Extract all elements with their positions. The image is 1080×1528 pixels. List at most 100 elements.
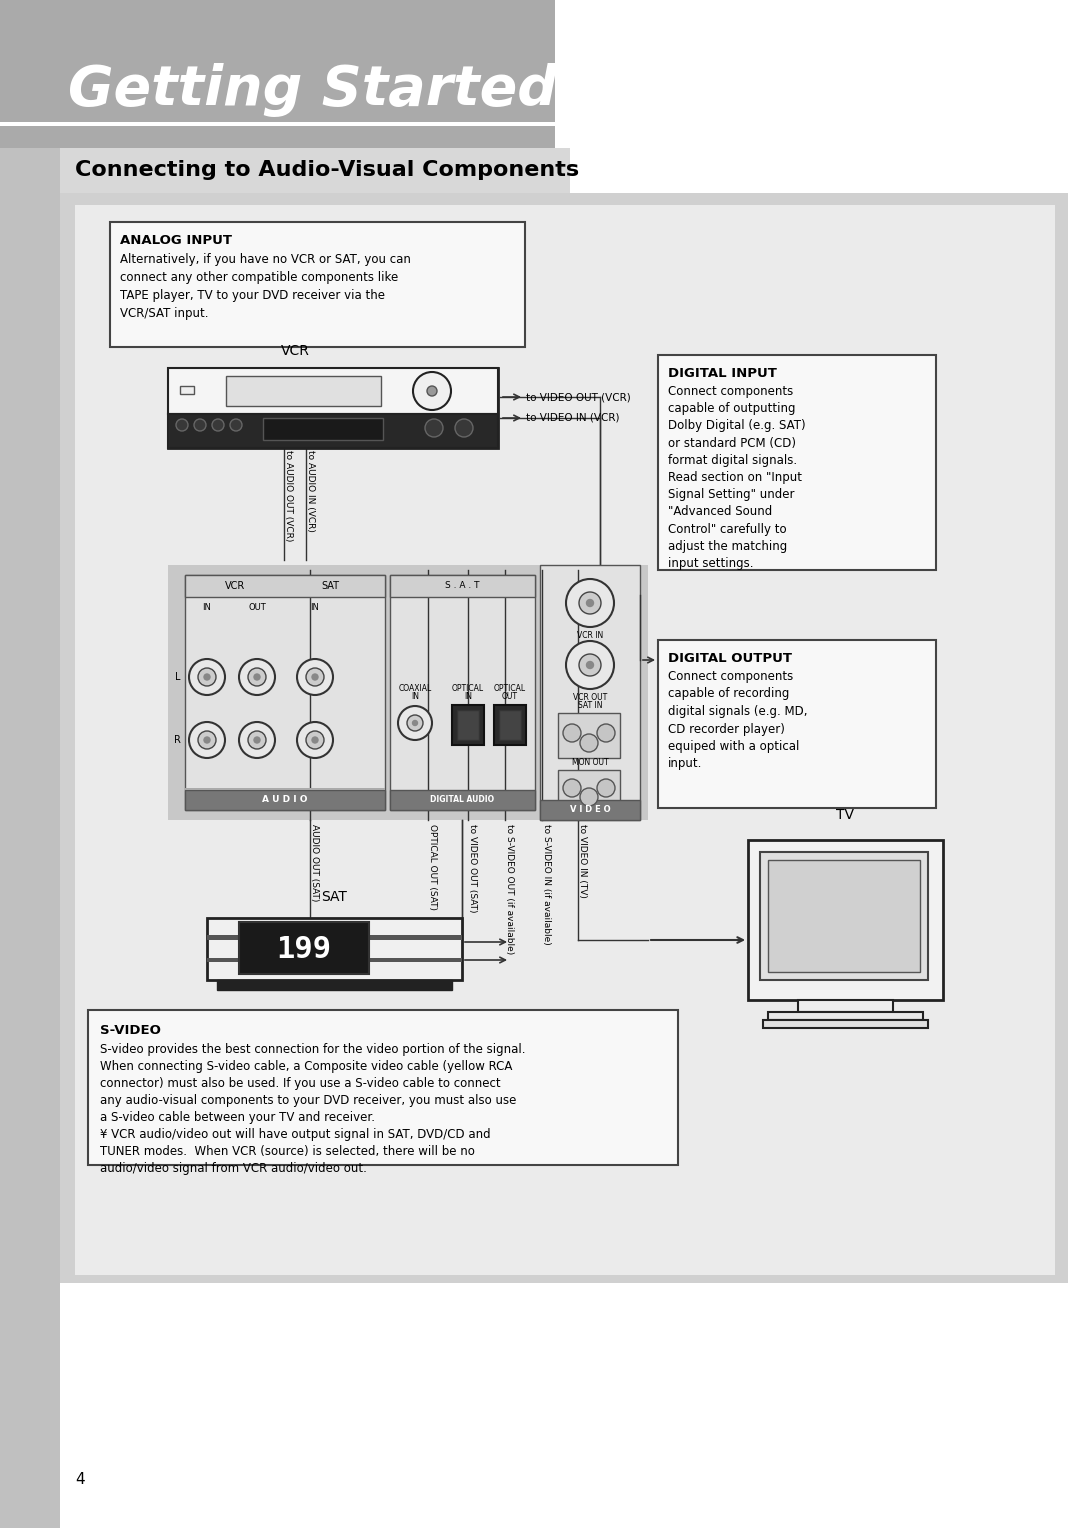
Text: 4: 4 [75, 1473, 84, 1487]
Text: L: L [175, 672, 181, 681]
Circle shape [580, 733, 598, 752]
Bar [798, 999, 893, 1012]
Bar [658, 640, 936, 808]
Circle shape [248, 668, 266, 686]
Circle shape [312, 736, 318, 743]
Circle shape [239, 723, 275, 758]
Bar [168, 565, 648, 821]
Text: S . A . T: S . A . T [445, 582, 480, 590]
Text: IN: IN [464, 692, 472, 701]
Circle shape [189, 659, 225, 695]
Bar [207, 958, 462, 963]
Text: VCR OUT: VCR OUT [572, 694, 607, 701]
Circle shape [297, 659, 333, 695]
Text: IN: IN [411, 692, 419, 701]
Circle shape [248, 730, 266, 749]
Circle shape [176, 419, 188, 431]
Bar [87, 1010, 678, 1164]
Bar [499, 711, 521, 740]
Text: to S-VIDEO IN (if available): to S-VIDEO IN (if available) [542, 824, 551, 944]
Text: SAT: SAT [321, 889, 347, 905]
Text: Connecting to Audio-Visual Components: Connecting to Audio-Visual Components [75, 160, 579, 180]
Circle shape [189, 723, 225, 758]
Text: 199: 199 [276, 935, 332, 964]
Bar [768, 860, 920, 972]
Text: SAT: SAT [321, 581, 339, 591]
Text: DIGITAL OUTPUT: DIGITAL OUTPUT [669, 652, 792, 665]
Text: Getting Started: Getting Started [68, 63, 557, 118]
Bar [168, 368, 498, 414]
Bar [390, 575, 535, 810]
Circle shape [586, 599, 594, 607]
Text: Connect components
capable of outputting
Dolby Digital (e.g. SAT)
or standard PC: Connect components capable of outputting… [669, 385, 806, 570]
Text: R: R [174, 735, 181, 746]
Circle shape [212, 419, 224, 431]
Bar [185, 790, 384, 810]
Text: OUT: OUT [502, 692, 518, 701]
Bar [658, 354, 936, 570]
Text: AUDIO OUT (SAT): AUDIO OUT (SAT) [310, 824, 319, 902]
Text: DIGITAL INPUT: DIGITAL INPUT [669, 367, 777, 380]
Text: S-video provides the best connection for the video portion of the signal.
When c: S-video provides the best connection for… [100, 1044, 526, 1175]
Text: IN: IN [203, 602, 212, 611]
Bar [168, 368, 498, 448]
Circle shape [198, 668, 216, 686]
Bar [748, 840, 943, 999]
Circle shape [563, 779, 581, 798]
Text: to AUDIO IN (VCR): to AUDIO IN (VCR) [306, 451, 315, 532]
Bar [457, 711, 480, 740]
Text: OUT: OUT [248, 602, 266, 611]
Text: V I D E O: V I D E O [569, 805, 610, 814]
Circle shape [426, 419, 443, 437]
Bar [207, 935, 462, 940]
Text: OPTICAL: OPTICAL [451, 685, 484, 694]
Text: MON OUT: MON OUT [571, 758, 608, 767]
Circle shape [239, 659, 275, 695]
Circle shape [230, 419, 242, 431]
Bar [390, 575, 535, 597]
Bar [264, 419, 383, 440]
Circle shape [413, 371, 451, 410]
Bar [0, 122, 555, 125]
Bar [558, 770, 620, 811]
Bar [185, 575, 384, 597]
Circle shape [399, 706, 432, 740]
Circle shape [306, 730, 324, 749]
Text: VCR IN: VCR IN [577, 631, 603, 640]
Text: IN: IN [311, 602, 320, 611]
Circle shape [254, 736, 260, 743]
Text: to AUDIO OUT (VCR): to AUDIO OUT (VCR) [284, 451, 293, 541]
Text: to VIDEO IN (VCR): to VIDEO IN (VCR) [526, 413, 620, 423]
Circle shape [407, 715, 423, 730]
Bar [760, 853, 928, 979]
Circle shape [597, 724, 615, 743]
Bar [555, 0, 1080, 148]
Circle shape [198, 730, 216, 749]
Circle shape [579, 654, 600, 675]
Bar [185, 788, 384, 790]
Text: TV: TV [836, 808, 854, 822]
Circle shape [563, 724, 581, 743]
Circle shape [297, 723, 333, 758]
Circle shape [580, 788, 598, 805]
Text: to S-VIDEO OUT (if available): to S-VIDEO OUT (if available) [505, 824, 514, 955]
Text: ANALOG INPUT: ANALOG INPUT [120, 234, 232, 248]
Bar [494, 704, 526, 746]
Circle shape [194, 419, 206, 431]
Text: A U D I O: A U D I O [262, 796, 308, 805]
Bar [762, 1021, 928, 1028]
Text: COAXIAL: COAXIAL [399, 685, 432, 694]
Bar [453, 704, 484, 746]
Text: DIGITAL AUDIO: DIGITAL AUDIO [430, 796, 494, 805]
Text: SAT IN: SAT IN [578, 701, 603, 711]
Circle shape [413, 721, 418, 726]
Bar [540, 565, 640, 821]
Circle shape [455, 419, 473, 437]
Bar [768, 1012, 923, 1021]
Bar [217, 979, 453, 990]
Bar [60, 193, 1068, 1284]
Circle shape [254, 674, 260, 680]
Text: Alternatively, if you have no VCR or SAT, you can
connect any other compatible c: Alternatively, if you have no VCR or SAT… [120, 254, 410, 319]
Text: to VIDEO IN (TV): to VIDEO IN (TV) [578, 824, 588, 898]
Bar [226, 376, 381, 406]
